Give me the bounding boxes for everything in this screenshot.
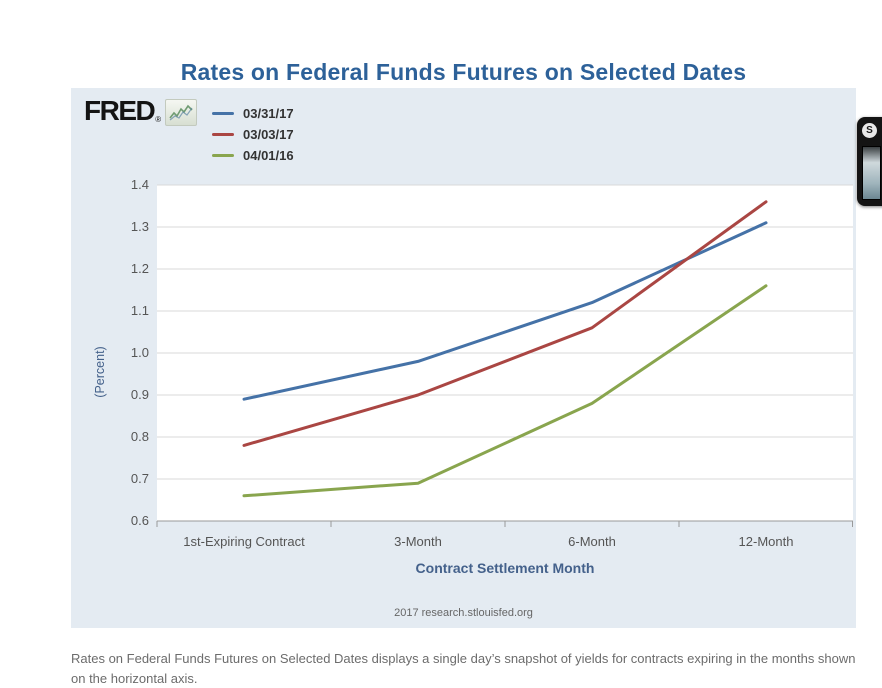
y-tick-label: 0.8 bbox=[130, 429, 149, 444]
x-tick-label: 1st-Expiring Contract bbox=[183, 534, 305, 549]
registered-trademark-symbol: ® bbox=[155, 115, 162, 124]
series-line-1 bbox=[242, 200, 768, 447]
fred-wordmark: FRED bbox=[84, 95, 156, 126]
legend-item-2[interactable]: 04/01/16 bbox=[212, 145, 294, 166]
series-line-2 bbox=[242, 284, 768, 498]
y-tick-label: 0.6 bbox=[130, 513, 149, 528]
legend-label: 03/03/17 bbox=[243, 127, 294, 142]
chart-legend: 03/31/17 03/03/17 04/01/16 bbox=[212, 103, 294, 166]
plot-area bbox=[156, 184, 853, 527]
x-axis-title: Contract Settlement Month bbox=[415, 560, 595, 576]
x-tick-label: 6-Month bbox=[568, 534, 616, 549]
y-tick-label: 0.9 bbox=[130, 387, 149, 402]
share-widget-icon[interactable]: S bbox=[862, 123, 877, 138]
x-tick-label: 12-Month bbox=[738, 534, 794, 549]
series-line-0 bbox=[242, 221, 768, 401]
page-title: Rates on Federal Funds Futures on Select… bbox=[180, 59, 747, 86]
share-widget[interactable]: S bbox=[857, 117, 882, 206]
legend-label: 04/01/16 bbox=[243, 148, 294, 163]
legend-line-swatch bbox=[212, 133, 234, 136]
x-tick-label: 3-Month bbox=[394, 534, 442, 549]
legend-item-1[interactable]: 03/03/17 bbox=[212, 124, 294, 145]
y-tick-label: 1.2 bbox=[130, 261, 149, 276]
chart-footer-source: 2017 research.stlouisfed.org bbox=[394, 607, 533, 619]
y-axis-title: (Percent) bbox=[93, 346, 107, 398]
legend-line-swatch bbox=[212, 112, 234, 115]
y-tick-label: 1.0 bbox=[130, 345, 149, 360]
share-widget-thumbnail[interactable] bbox=[862, 146, 881, 200]
fred-chart-panel: FRED ® 03/31/17 03/03/17 04/01/16 0.6 0.7 0.… bbox=[71, 88, 856, 628]
legend-label: 03/31/17 bbox=[243, 106, 294, 121]
chart-caption: Rates on Federal Funds Futures on Select… bbox=[71, 651, 856, 686]
y-tick-label: 0.7 bbox=[130, 471, 149, 486]
plot-svg bbox=[156, 184, 853, 527]
fred-sparkline-icon bbox=[165, 99, 198, 126]
y-tick-label: 1.1 bbox=[130, 303, 149, 318]
y-tick-label: 1.3 bbox=[130, 219, 149, 234]
legend-line-swatch bbox=[212, 154, 234, 157]
legend-item-0[interactable]: 03/31/17 bbox=[212, 103, 294, 124]
fred-logo: FRED ® bbox=[84, 95, 198, 126]
y-tick-label: 1.4 bbox=[130, 177, 149, 192]
